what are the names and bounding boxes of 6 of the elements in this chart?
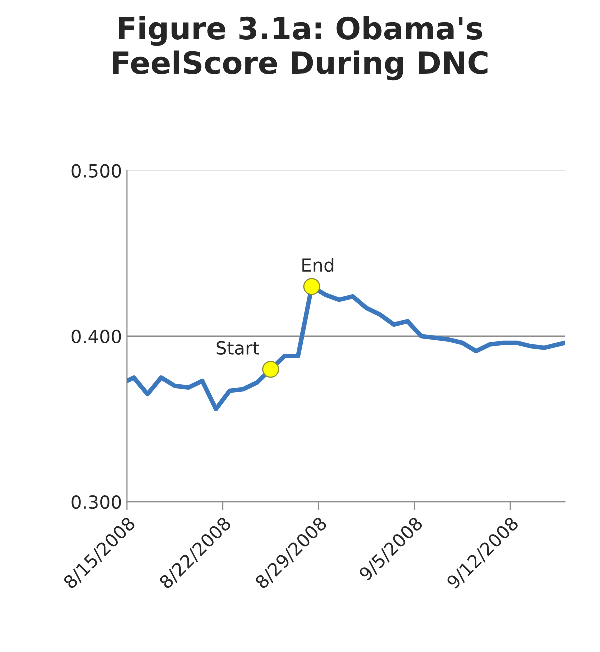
chart-title: Figure 3.1a: Obama's FeelScore During DNC (113, 16, 488, 81)
annotation: End (302, 258, 334, 272)
y-tick-label: 0.300 (72, 496, 122, 510)
y-tick-label: 0.500 (72, 164, 122, 178)
y-tick-label: 0.400 (72, 330, 122, 344)
annotation: Start (216, 341, 260, 355)
